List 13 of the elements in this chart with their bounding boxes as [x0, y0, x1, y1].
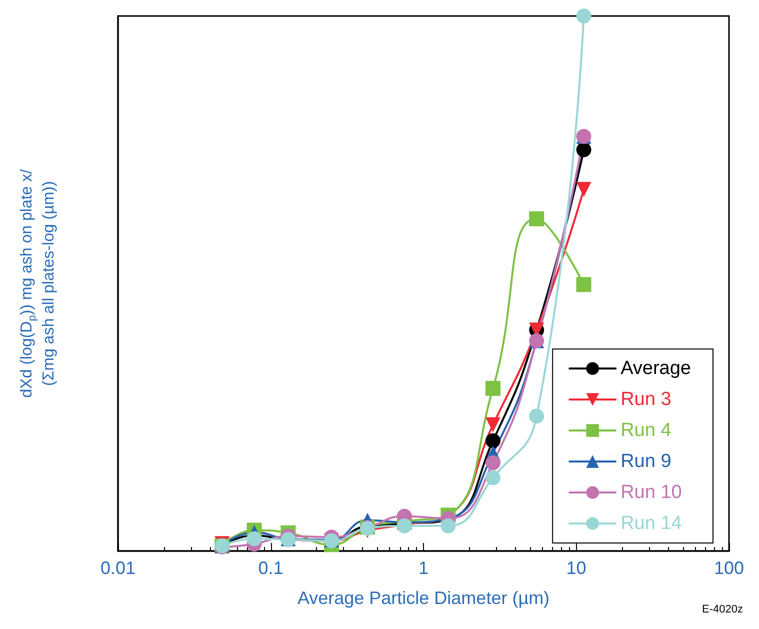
legend-label: Run 14 [620, 513, 682, 534]
legend-label: Run 3 [620, 389, 672, 410]
x-tick-label: 1 [418, 558, 429, 578]
legend-label: Run 10 [620, 482, 682, 503]
legend-label: Average [620, 358, 692, 379]
text: E-4020z [702, 604, 744, 616]
x-tick-label: 10 [566, 558, 586, 578]
x-tick-label: 100 [714, 558, 744, 578]
x-tick-label: 0.1 [258, 558, 284, 578]
x-axis-title: Average Particle Diameter (µm) [297, 588, 550, 608]
legend-label: Run 4 [620, 420, 672, 441]
x-tick-label: 0.01 [100, 558, 136, 578]
legend-label: Run 9 [620, 451, 672, 472]
